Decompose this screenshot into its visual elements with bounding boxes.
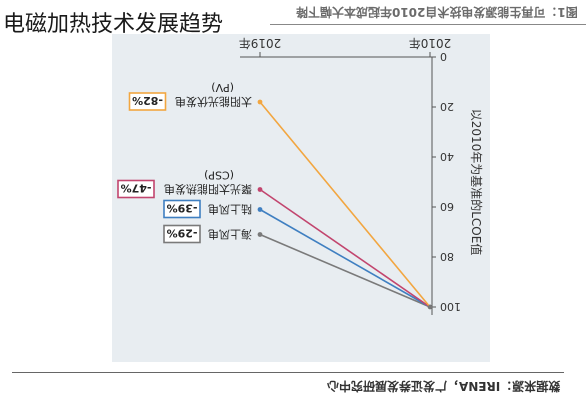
y-tick-label: 100 [440,300,461,313]
series-label-line2: (CSP) [204,169,234,182]
series-label: 海上风电 [208,228,252,242]
y-tick-label: 20 [440,100,454,113]
series-label: 陆上风电 [208,203,252,217]
y-tick-label: 0 [440,50,447,63]
series-line [259,188,431,308]
change-badge [163,224,201,244]
header-divider [270,24,586,25]
x-tick-label: 2019年 [239,36,282,50]
lcoe-chart: 020406080100以2010年为基准的LCOE值2010年2019年201… [117,12,484,315]
chart-rotated-group: 020406080100以2010年为基准的LCOE值2010年2019年201… [117,12,484,315]
y-tick-label: 60 [440,200,454,213]
series-point-end [257,232,263,237]
figure-caption: 图1：可再生能源发电技术自2010年起成本大幅下降 [296,5,578,19]
change-badge-label: -29% [167,227,198,240]
series-line [259,208,431,308]
x-tick-label: 2010年 [409,36,452,50]
series-label: 太阳能光伏发电 [175,95,252,109]
series-point-end [257,187,263,192]
change-badge [128,92,167,111]
series-label: 聚光太阳能热发电 [164,183,252,197]
footer-divider [12,372,564,373]
y-axis-title: 以2010年为基准的LCOE值 [469,109,484,256]
chart-panel: 020406080100以2010年为基准的LCOE值2010年2019年201… [112,12,490,362]
y-tick-label: 80 [440,250,454,263]
series-point-end [257,207,263,212]
series-line [259,233,431,308]
source-note: 数据来源：IRENA，广发证券发展研究中心 [326,379,560,393]
y-tick-label: 40 [440,150,454,163]
change-badge [117,179,155,199]
change-badge-label: -82% [132,94,163,107]
series-label-line2: (PV) [211,81,234,94]
report-header: 图1：可再生能源发电技术自2010年起成本大幅下降 [270,0,586,24]
change-badge-label: -39% [167,202,198,215]
series-point-start [427,304,433,310]
change-badge [163,199,201,219]
series-point-end [257,99,263,105]
series-line [259,101,431,308]
page-title: 电磁加热技术发展趋势 [3,12,224,37]
change-badge-label: -47% [121,182,152,195]
